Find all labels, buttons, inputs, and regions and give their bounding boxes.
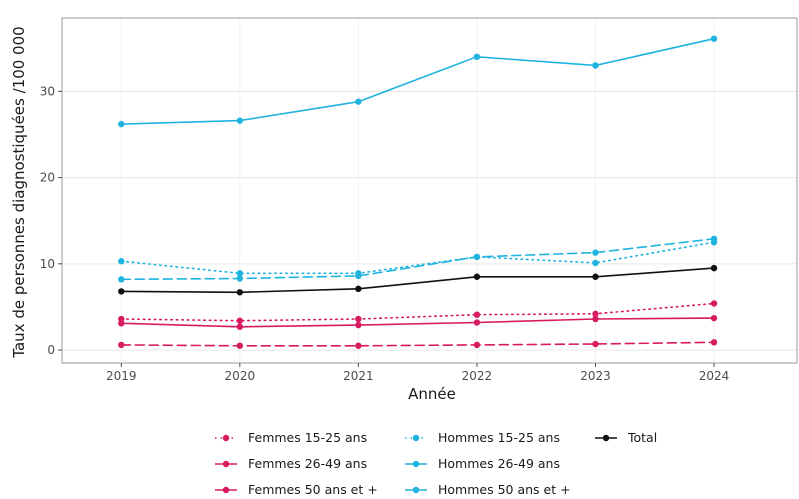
y-tick-label: 30	[40, 84, 55, 98]
legend-label: Hommes 50 ans et +	[438, 482, 571, 497]
series-hommes-15-25-ans	[118, 239, 718, 277]
legend-label: Hommes 26-49 ans	[438, 456, 560, 471]
data-point	[355, 272, 362, 280]
data-point	[710, 339, 718, 346]
y-axis-title: Taux de personnes diagnostiquées /100 00…	[10, 26, 28, 358]
series-total	[118, 264, 718, 296]
series-line	[120, 341, 715, 347]
data-point	[473, 273, 481, 280]
data-point	[118, 120, 125, 128]
legend-label: Total	[627, 430, 657, 445]
series-layer	[118, 35, 718, 349]
x-tick-label: 2020	[225, 369, 256, 383]
legend-label: Femmes 15-25 ans	[248, 430, 367, 445]
data-point	[118, 258, 125, 265]
series-line	[120, 238, 715, 281]
series-line	[120, 302, 715, 322]
data-point	[592, 315, 599, 323]
legend-key-point	[222, 434, 230, 442]
data-point	[710, 314, 718, 322]
data-point	[473, 253, 481, 261]
data-point	[118, 288, 125, 295]
legend-item: Hommes 15-25 ans	[405, 430, 560, 445]
data-point	[710, 35, 718, 42]
data-point	[592, 273, 599, 280]
series-line	[120, 241, 715, 275]
y-tick-label: 10	[40, 257, 55, 271]
legend-item: Femmes 50 ans et +	[215, 482, 378, 497]
data-point	[236, 289, 244, 296]
legend-key-point	[602, 434, 610, 442]
legend-key-point	[412, 486, 420, 494]
series-femmes-15-25-ans	[118, 300, 718, 324]
data-point	[355, 342, 362, 349]
series-line	[120, 37, 715, 125]
data-point	[710, 300, 718, 307]
data-point	[236, 275, 244, 282]
series-line	[120, 267, 715, 294]
x-tick-label: 2023	[580, 369, 611, 383]
data-point	[473, 53, 481, 61]
data-point	[592, 340, 599, 348]
data-point	[473, 319, 481, 326]
data-point	[118, 320, 125, 327]
data-point	[592, 310, 599, 318]
data-point	[473, 341, 481, 349]
legend-item: Femmes 26-49 ans	[215, 456, 367, 471]
data-point	[118, 276, 125, 283]
legend-item: Femmes 15-25 ans	[215, 430, 367, 445]
legend-item: Total	[595, 430, 657, 445]
data-point	[236, 270, 244, 277]
x-tick-label: 2021	[343, 369, 374, 383]
legend-item: Hommes 50 ans et +	[405, 482, 571, 497]
grid-lines	[62, 18, 797, 363]
series-line	[120, 317, 715, 328]
legend-label: Femmes 50 ans et +	[248, 482, 378, 497]
y-tick-label: 0	[47, 343, 55, 357]
data-point	[236, 317, 244, 324]
legend-label: Femmes 26-49 ans	[248, 456, 367, 471]
data-point	[236, 342, 244, 349]
x-tick-label: 2024	[699, 369, 730, 383]
data-point	[710, 235, 718, 242]
data-point	[236, 117, 244, 124]
data-point	[592, 259, 599, 267]
series-femmes-26-49-ans	[118, 314, 718, 330]
y-tick-label: 20	[40, 171, 55, 185]
axis-ticks: 0 10 20 30 2019 2020 2021 2022 2023 2024	[40, 84, 730, 383]
data-point	[355, 98, 362, 105]
legend-key-point	[412, 434, 420, 442]
plot-panel-border	[61, 17, 798, 364]
legend-item: Hommes 26-49 ans	[405, 456, 560, 471]
x-tick-label: 2022	[462, 369, 493, 383]
data-point	[355, 285, 362, 293]
legend-label: Hommes 15-25 ans	[438, 430, 560, 445]
data-point	[236, 323, 244, 330]
data-point	[355, 315, 362, 323]
x-tick-label: 2019	[106, 369, 137, 383]
x-axis-title: Année	[408, 385, 456, 403]
legend: Femmes 15-25 ans Hommes 15-25 ans Total Fem…	[215, 430, 657, 497]
data-point	[473, 311, 481, 318]
series-femmes-50-ans-et	[118, 339, 718, 349]
data-point	[592, 62, 599, 69]
series-hommes-50-ans-et	[118, 235, 718, 283]
legend-key-point	[222, 486, 230, 494]
data-point	[592, 249, 599, 256]
data-point	[710, 264, 718, 272]
data-point	[118, 341, 125, 349]
legend-key-point	[412, 460, 420, 468]
series-hommes-26-49-ans	[118, 35, 718, 128]
data-point	[355, 321, 362, 329]
legend-key-point	[222, 460, 230, 468]
